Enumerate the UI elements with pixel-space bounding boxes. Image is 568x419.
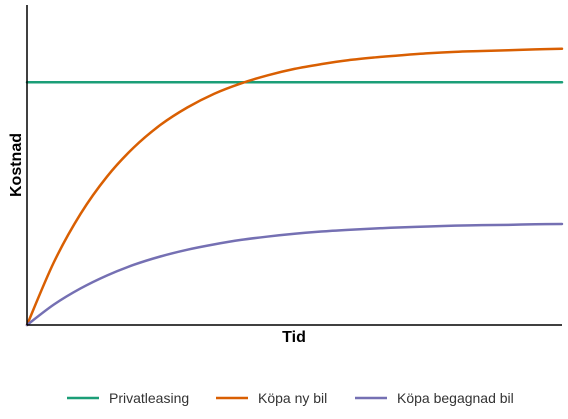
legend-label-2: Köpa begagnad bil: [397, 390, 514, 406]
legend-label-0: Privatleasing: [109, 390, 189, 406]
legend: Privatleasing Köpa ny bil Köpa begagnad bi…: [67, 390, 514, 406]
legend-item-0: Privatleasing: [67, 390, 189, 406]
legend-item-2: Köpa begagnad bil: [355, 390, 514, 406]
y-axis-label: Kostnad: [8, 133, 25, 197]
legend-label-1: Köpa ny bil: [258, 390, 327, 406]
series-line-1: [25, 47, 564, 327]
x-axis-label: Tid: [282, 329, 306, 346]
legend-item-1: Köpa ny bil: [216, 390, 327, 406]
series-line-2: [25, 222, 564, 327]
plot-lines: [25, 47, 564, 327]
